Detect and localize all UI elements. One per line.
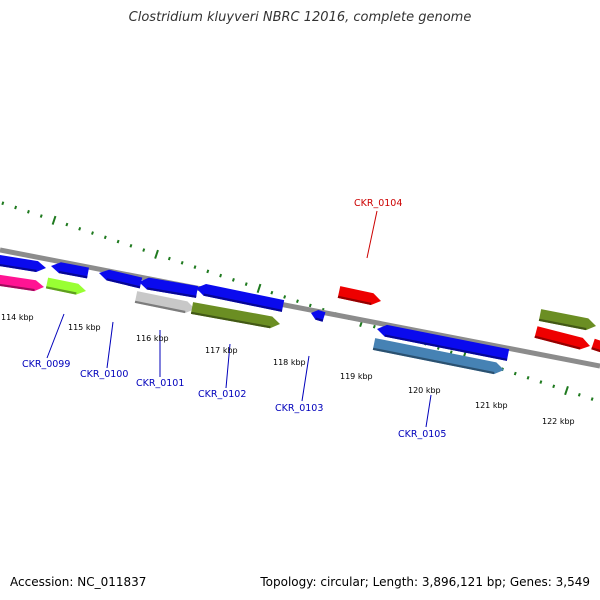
scale-tick — [564, 385, 569, 396]
scale-tick — [180, 261, 184, 265]
gene-feature — [591, 338, 600, 356]
gene-label: CKR_0102 — [198, 389, 246, 400]
scale-tick — [283, 295, 287, 299]
scale-tick — [167, 256, 171, 261]
gene-feature — [377, 324, 510, 361]
scale-tick — [231, 278, 235, 282]
scale-tick — [577, 392, 581, 397]
scale-tick — [154, 249, 159, 259]
scale-tick — [91, 231, 94, 235]
scale-tick — [206, 269, 210, 274]
scale-tick — [1, 201, 5, 206]
label-leader — [301, 355, 310, 402]
scale-label: 117 kbp — [205, 346, 238, 355]
scale-tick — [193, 265, 197, 269]
genome-backbone-layer — [0, 247, 600, 369]
scale-tick — [256, 283, 262, 293]
genome-backbone — [0, 247, 600, 369]
scale-labels: 114 kbp 115 kbp 116 kbp 117 kbp 118 kbp 119 k… — [1, 313, 575, 426]
gene-feature — [134, 291, 196, 314]
scale-tick — [14, 205, 18, 210]
scale-label: 115 kbp — [68, 323, 101, 332]
gene-label: CKR_0101 — [136, 378, 184, 389]
scale-tick — [244, 282, 248, 286]
scale-tick — [39, 214, 43, 218]
scale-tick — [270, 290, 274, 295]
gene-feature — [190, 302, 280, 329]
scale-tick — [65, 222, 69, 227]
scale-tick — [78, 226, 82, 231]
gene-feature — [337, 286, 382, 305]
scale-label: 119 kbp — [340, 372, 373, 381]
gene-label: CKR_0104 — [354, 198, 402, 209]
accession-text: Accession: NC_011837 — [10, 575, 147, 589]
scale-label: 120 kbp — [408, 386, 441, 395]
gene-feature — [372, 338, 505, 375]
scale-tick — [308, 303, 312, 308]
gene-feature — [99, 269, 143, 289]
gene-feature — [538, 309, 597, 331]
gene-labels: CKR_0099 CKR_0100 CKR_0101 CKR_0102 CKR_0103… — [22, 198, 446, 440]
scale-tick — [590, 397, 594, 401]
scale-label: 118 kbp — [273, 358, 306, 367]
map-title: Clostridium kluyveri NBRC 12016, complet… — [128, 10, 472, 25]
label-leaders — [46, 210, 432, 428]
gene-feature — [139, 277, 199, 298]
scale-tick — [103, 235, 107, 240]
scale-tick — [513, 371, 517, 376]
gene-features — [0, 253, 600, 375]
gene-feature — [0, 273, 44, 292]
scale-tick — [219, 273, 223, 278]
scale-tick — [449, 350, 453, 355]
label-leader — [46, 313, 65, 359]
scale-tick — [26, 209, 30, 214]
scale-tick — [296, 299, 299, 303]
gene-feature — [534, 326, 590, 350]
scale-tick — [372, 324, 376, 329]
gene-label: CKR_0100 — [80, 369, 128, 380]
genome-summary-text: Topology: circular; Length: 3,896,121 bp… — [260, 575, 590, 589]
scale-label: 116 kbp — [136, 334, 169, 343]
gene-feature — [196, 283, 285, 312]
gene-label: CKR_0099 — [22, 359, 70, 370]
label-leader — [106, 321, 114, 369]
scale-label: 114 kbp — [1, 313, 34, 322]
gene-feature — [51, 262, 90, 279]
gene-feature — [45, 277, 86, 295]
label-leader — [425, 394, 432, 428]
scale-tick — [142, 248, 146, 252]
gene-feature — [0, 253, 47, 273]
gene-feature — [311, 310, 326, 322]
scale-tick — [51, 215, 57, 225]
gene-label: CKR_0103 — [275, 403, 323, 414]
gene-label: CKR_0105 — [398, 429, 446, 440]
scale-label: 121 kbp — [475, 401, 508, 410]
scale-tick — [526, 375, 530, 380]
scale-tick — [552, 384, 556, 389]
label-leader — [225, 343, 231, 389]
scale-tick — [116, 239, 120, 244]
scale-tick — [539, 380, 543, 384]
scale-tick — [129, 243, 133, 248]
label-leader — [366, 210, 378, 259]
scale-label: 122 kbp — [542, 417, 575, 426]
